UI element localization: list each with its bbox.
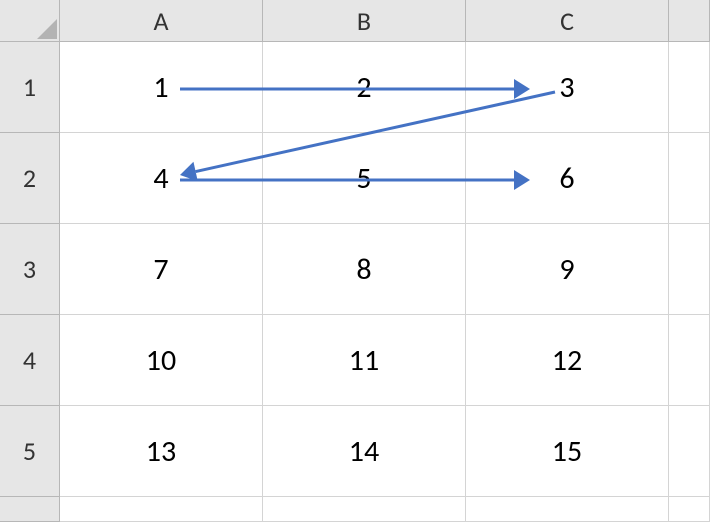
cell-b3[interactable]: 8 [263,224,466,315]
cell-c5[interactable]: 15 [466,406,669,497]
row-header-4[interactable]: 4 [0,315,60,406]
cell-a2[interactable]: 4 [60,133,263,224]
cell-c4[interactable]: 12 [466,315,669,406]
column-header-c[interactable]: C [466,0,669,42]
cell-c1[interactable]: 3 [466,42,669,133]
cell-next-5[interactable] [669,406,710,497]
cell-a3[interactable]: 7 [60,224,263,315]
cell-c3[interactable]: 9 [466,224,669,315]
spreadsheet-grid: ABC11232456378941011125131415 [0,0,710,522]
cell-b2[interactable]: 5 [263,133,466,224]
row-header-6[interactable] [0,497,60,522]
column-header-b[interactable]: B [263,0,466,42]
row-header-3[interactable]: 3 [0,224,60,315]
cell-c6[interactable] [466,497,669,522]
cell-a5[interactable]: 13 [60,406,263,497]
cell-b4[interactable]: 11 [263,315,466,406]
cell-next-3[interactable] [669,224,710,315]
cell-a6[interactable] [60,497,263,522]
cell-c2[interactable]: 6 [466,133,669,224]
cell-b5[interactable]: 14 [263,406,466,497]
column-header-next[interactable] [669,0,710,42]
cell-next-1[interactable] [669,42,710,133]
row-header-1[interactable]: 1 [0,42,60,133]
cell-next-2[interactable] [669,133,710,224]
row-header-5[interactable]: 5 [0,406,60,497]
cell-next-6[interactable] [669,497,710,522]
cell-a4[interactable]: 10 [60,315,263,406]
row-header-2[interactable]: 2 [0,133,60,224]
cell-b1[interactable]: 2 [263,42,466,133]
cell-b6[interactable] [263,497,466,522]
cell-next-4[interactable] [669,315,710,406]
cell-a1[interactable]: 1 [60,42,263,133]
select-all-corner[interactable] [0,0,60,42]
column-header-a[interactable]: A [60,0,263,42]
